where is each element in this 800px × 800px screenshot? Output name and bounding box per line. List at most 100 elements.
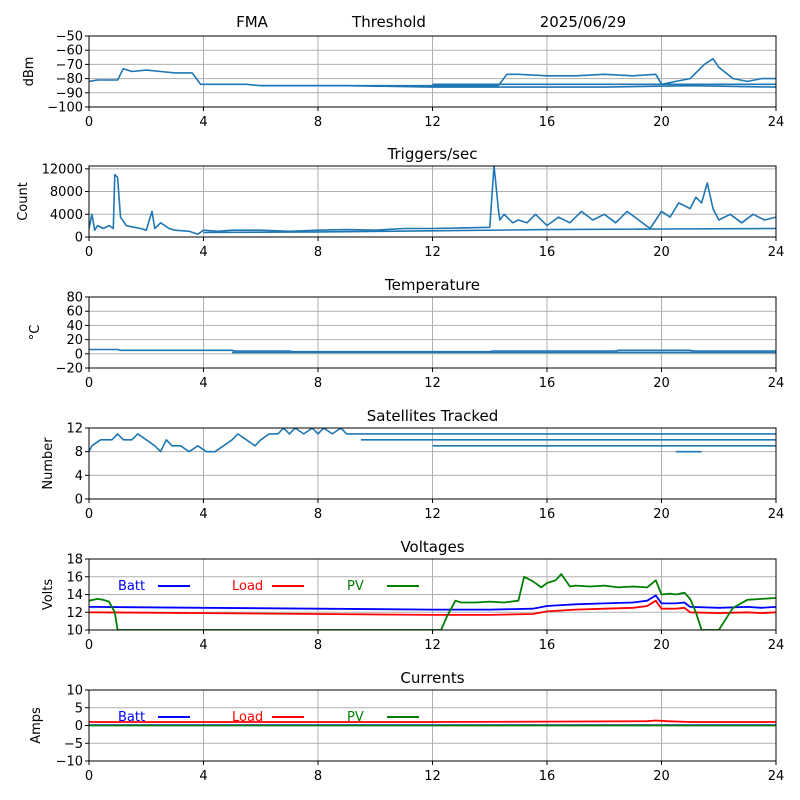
x-tick-label: 16 — [539, 769, 556, 784]
y-tick-label: 12 — [66, 422, 83, 437]
header-mode: Threshold — [351, 13, 426, 31]
series-line-pv — [89, 573, 776, 630]
chart-threshold: 0 4 8 12 16 20 24 −100−90−80−70−60−50 dBm — [22, 30, 784, 131]
x-tick-label: 20 — [653, 245, 670, 260]
x-tick-label: 12 — [424, 376, 441, 391]
y-tick-label: 40 — [66, 319, 83, 334]
chart-series-group — [89, 719, 776, 727]
y-tick-label: 10 — [66, 624, 83, 639]
y-tick-label: 8 — [75, 445, 83, 460]
x-tick-label: 4 — [199, 115, 207, 130]
chart-title: Triggers/sec — [387, 145, 478, 163]
legend-label-pv: PV — [347, 579, 364, 594]
y-tick-label: 0 — [75, 347, 83, 362]
x-tick-label: 20 — [653, 115, 670, 130]
x-tick-label: 12 — [424, 507, 441, 522]
x-tick-label: 24 — [768, 507, 785, 522]
x-tick-label: 24 — [768, 245, 785, 260]
y-tick-label: 8000 — [50, 185, 83, 200]
chart-satellites: Satellites Tracked 0 4 8 12 16 20 24 0 4 8 12 Number — [41, 407, 784, 522]
x-tick-label: 0 — [85, 115, 93, 130]
y-tick-label: −60 — [56, 44, 83, 59]
x-tick-label: 20 — [653, 507, 670, 522]
y-tick-label: 18 — [66, 553, 83, 568]
y-tick-label: 0 — [75, 719, 83, 734]
chart-title: Voltages — [400, 538, 464, 556]
x-tick-label: 8 — [314, 507, 322, 522]
y-tick-label: −50 — [56, 30, 83, 45]
x-tick-label: 16 — [539, 507, 556, 522]
y-tick-label: 0 — [75, 231, 83, 246]
y-tick-label: 4000 — [50, 208, 83, 223]
legend-label-pv: PV — [347, 710, 364, 725]
x-tick-label: 16 — [539, 115, 556, 130]
legend-label-batt: Batt — [118, 579, 145, 594]
x-tick-label: 0 — [85, 376, 93, 391]
y-tick-label: 10 — [66, 684, 83, 699]
y-tick-label: −5 — [64, 737, 83, 752]
y-tick-label: −20 — [56, 362, 83, 377]
x-tick-label: 24 — [768, 769, 785, 784]
series-line-load — [89, 599, 776, 616]
series-line — [260, 84, 776, 88]
x-tick-label: 4 — [199, 245, 207, 260]
y-tick-label: 20 — [66, 333, 83, 348]
y-axis-label: Number — [41, 437, 56, 490]
chart-series-group — [89, 166, 776, 235]
y-tick-label: 80 — [66, 291, 83, 306]
y-tick-label: 5 — [75, 701, 83, 716]
x-tick-label: 0 — [85, 245, 93, 260]
x-tick-label: 16 — [539, 245, 556, 260]
x-tick-label: 4 — [199, 769, 207, 784]
series-line — [89, 428, 776, 453]
y-tick-label: 14 — [66, 588, 83, 603]
legend-label-batt: Batt — [118, 710, 145, 725]
y-tick-label: −80 — [56, 72, 83, 87]
series-line — [89, 166, 776, 235]
y-tick-label: −100 — [47, 101, 83, 116]
x-tick-label: 8 — [314, 638, 322, 653]
y-tick-label: −70 — [56, 58, 83, 73]
x-tick-label: 12 — [424, 769, 441, 784]
chart-currents: Currents 0 4 8 12 16 20 24 −10 −5 0 5 10 Amps Batt Load… — [29, 669, 784, 784]
chart-voltages: Voltages 0 4 8 12 16 20 24 10 12 14 16 18 Volts Batt Lo… — [41, 538, 784, 653]
chart-series-group — [89, 428, 776, 453]
y-tick-label: 0 — [75, 493, 83, 508]
series-line — [203, 227, 776, 234]
chart-title: Currents — [400, 669, 464, 687]
chart-triggers: Triggers/sec 0 4 8 12 16 20 24 0 4000 8000 12000 Cou… — [16, 145, 784, 260]
x-tick-label: 8 — [314, 376, 322, 391]
y-tick-label: 60 — [66, 305, 83, 320]
y-axis-label: Count — [16, 182, 31, 221]
chart-series-group — [89, 57, 776, 88]
x-tick-label: 20 — [653, 769, 670, 784]
x-tick-label: 0 — [85, 769, 93, 784]
x-tick-label: 8 — [314, 769, 322, 784]
x-tick-label: 20 — [653, 638, 670, 653]
y-tick-label: 4 — [75, 469, 83, 484]
x-tick-label: 12 — [424, 638, 441, 653]
chart-panels: 0 4 8 12 16 20 24−100−90−80−70−60−50dBmTrigger… — [16, 30, 784, 785]
x-tick-label: 20 — [653, 376, 670, 391]
y-tick-label: 12 — [66, 606, 83, 621]
x-tick-label: 12 — [424, 115, 441, 130]
figure-header: FMA Threshold 2025/06/29 — [236, 13, 626, 31]
x-tick-label: 8 — [314, 245, 322, 260]
x-tick-label: 16 — [539, 638, 556, 653]
x-tick-label: 0 — [85, 638, 93, 653]
y-axis-label: Amps — [29, 707, 44, 744]
y-axis-label: °C — [28, 325, 43, 341]
x-tick-label: 24 — [768, 115, 785, 130]
y-tick-label: −90 — [56, 86, 83, 101]
header-date: 2025/06/29 — [540, 13, 626, 31]
x-tick-label: 8 — [314, 115, 322, 130]
chart-series-group — [89, 573, 776, 630]
chart-series-group — [89, 348, 776, 354]
header-site: FMA — [236, 13, 269, 31]
x-tick-label: 4 — [199, 638, 207, 653]
x-tick-label: 12 — [424, 245, 441, 260]
x-tick-label: 4 — [199, 507, 207, 522]
legend-label-load: Load — [232, 579, 263, 594]
